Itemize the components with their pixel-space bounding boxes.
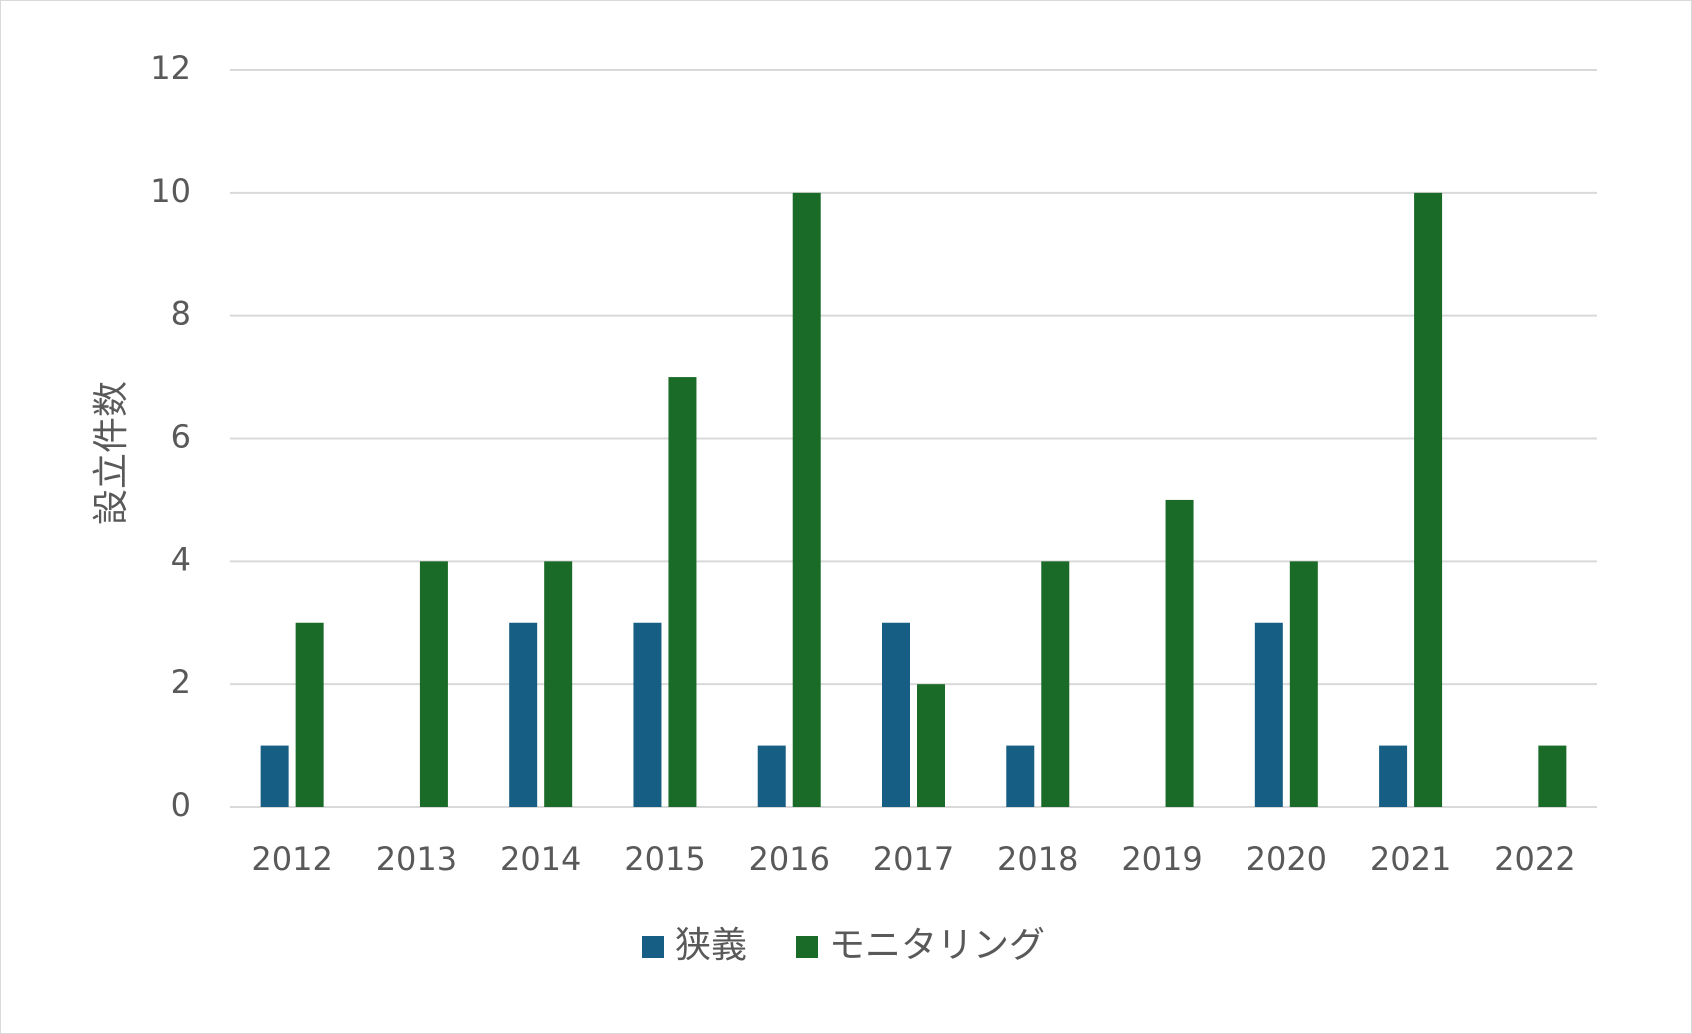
bar-monitoring-2021 xyxy=(1414,192,1443,808)
y-tick-label: 0 xyxy=(171,786,191,824)
bar-monitoring-2017 xyxy=(917,684,945,807)
bar-monitoring-2019 xyxy=(1165,499,1194,807)
x-tick-label: 2022 xyxy=(1494,840,1575,878)
bar-monitoring-2015 xyxy=(668,377,697,807)
bar-monitoring-2014 xyxy=(544,561,573,807)
bar-monitoring-2012 xyxy=(295,622,324,807)
y-tick-label: 6 xyxy=(171,418,191,456)
bar-monitoring-2013 xyxy=(419,561,448,807)
bar-narrow-2015 xyxy=(633,622,662,807)
bars xyxy=(260,192,1567,808)
bar-narrow-2021 xyxy=(1379,745,1408,807)
x-axis-ticks: 2012 2013 2014 2015 2016 2017 2018 2019 2020 2021… xyxy=(251,840,1575,878)
x-tick-label: 2013 xyxy=(376,840,457,878)
bar-narrow-2014 xyxy=(509,622,538,807)
bar-monitoring-2018 xyxy=(1041,561,1070,807)
bar-monitoring-2020 xyxy=(1289,561,1318,807)
x-tick-label: 2018 xyxy=(997,840,1078,878)
x-tick-label: 2020 xyxy=(1246,840,1327,878)
bar-narrow-2012 xyxy=(260,745,289,807)
bar-monitoring-2016 xyxy=(792,192,821,808)
bar-narrow-2018 xyxy=(1006,745,1035,807)
legend-label-monitoring: モニタリング xyxy=(829,925,1045,966)
legend: 狭義 モニタリング xyxy=(642,925,1045,966)
y-tick-label: 12 xyxy=(150,49,191,87)
y-axis-ticks: 0 2 4 6 8 10 12 xyxy=(150,49,191,824)
x-tick-label: 2019 xyxy=(1121,840,1202,878)
bar-monitoring-2022 xyxy=(1538,745,1567,807)
y-tick-label: 10 xyxy=(150,172,191,210)
bar-narrow-2016 xyxy=(757,745,786,807)
x-tick-label: 2012 xyxy=(251,840,332,878)
x-tick-label: 2021 xyxy=(1370,840,1451,878)
y-axis-label: 設立件数 xyxy=(91,381,132,525)
y-tick-label: 4 xyxy=(171,540,191,578)
x-tick-label: 2016 xyxy=(749,840,830,878)
x-tick-label: 2015 xyxy=(624,840,705,878)
y-tick-label: 8 xyxy=(171,295,191,333)
y-tick-label: 2 xyxy=(171,663,191,701)
legend-swatch-narrow xyxy=(642,936,664,958)
legend-swatch-monitoring xyxy=(796,936,818,958)
gridlines xyxy=(230,69,1597,808)
x-tick-label: 2014 xyxy=(500,840,581,878)
bar-narrow-2020 xyxy=(1254,622,1283,807)
x-tick-label: 2017 xyxy=(873,840,954,878)
bar-narrow-2017 xyxy=(882,622,910,807)
legend-label-narrow: 狭義 xyxy=(675,925,747,966)
